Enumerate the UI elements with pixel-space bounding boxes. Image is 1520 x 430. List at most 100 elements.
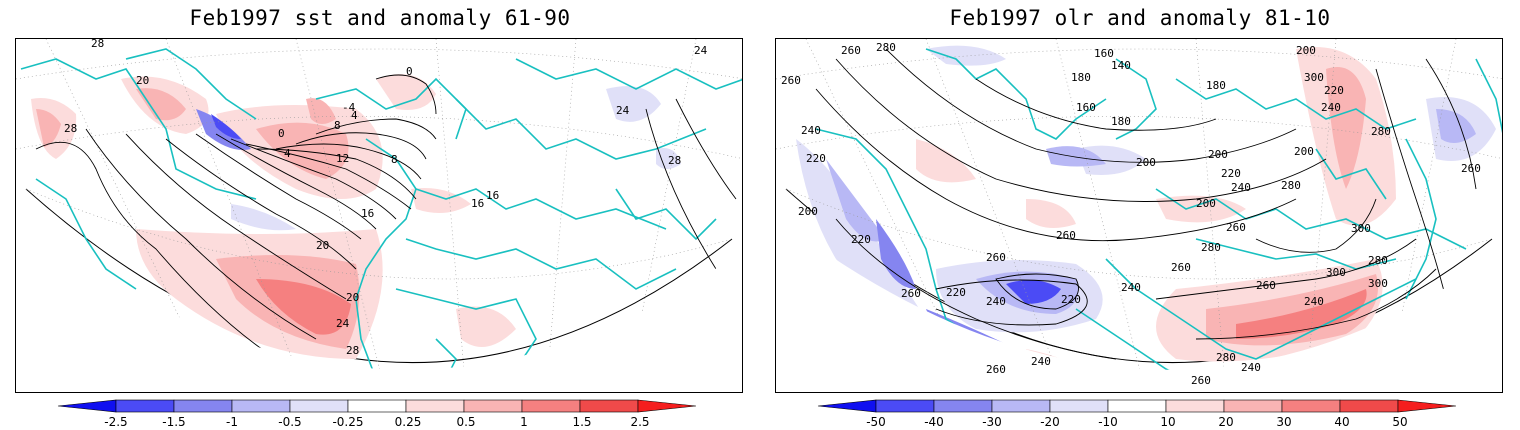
contour-label: 260 — [986, 251, 1006, 264]
contour-label: 12 — [336, 152, 349, 165]
contour-label: 8 — [391, 153, 398, 166]
olr-map-panel: 280 260 260 200 160 140 180 180 160 180 … — [775, 38, 1503, 393]
colorbar-tick: -40 — [924, 415, 944, 429]
colorbar-swatch — [817, 399, 877, 413]
contour-label: -4 — [342, 101, 356, 114]
contour-label: 200 — [1208, 148, 1228, 161]
contour-label: 20 — [316, 239, 329, 252]
contour-label: 20 — [136, 74, 149, 87]
contour-label: 180 — [1206, 79, 1226, 92]
contour-label: 260 — [1226, 221, 1246, 234]
colorbar-swatch — [1165, 399, 1225, 413]
contour-label: 240 — [801, 124, 821, 137]
contour-label: 16 — [471, 197, 484, 210]
colorbar-tick: -50 — [866, 415, 886, 429]
colorbar-swatch — [933, 399, 993, 413]
contour-label: 280 — [1371, 125, 1391, 138]
colorbar-swatch — [637, 399, 697, 413]
sst-map-panel: 28 28 28 24 24 20 20 20 16 16 16 12 8 8 … — [15, 38, 743, 393]
colorbar-swatch — [347, 399, 407, 413]
colorbar-tick: 0.5 — [456, 415, 475, 429]
colorbar-tick: 1 — [520, 415, 528, 429]
colorbar-tick: -10 — [1098, 415, 1118, 429]
sst-colorbar: -2.5 -1.5 -1 -0.5 -0.25 0.25 0.5 1 1.5 2… — [57, 396, 703, 430]
contour-label: 260 — [986, 363, 1006, 376]
contour-label: 20 — [346, 291, 359, 304]
contour-label: 240 — [1121, 281, 1141, 294]
colorbar-tick: 1.5 — [572, 415, 591, 429]
colorbar-tick: -0.25 — [332, 415, 363, 429]
right-map-title: Feb1997 olr and anomaly 81-10 — [949, 6, 1331, 30]
contour-label: 180 — [1111, 115, 1131, 128]
contour-label: 260 — [1461, 162, 1481, 175]
contour-label: 300 — [1368, 277, 1388, 290]
contour-label: 220 — [946, 286, 966, 299]
colorbar-tick: -1 — [226, 415, 238, 429]
colorbar-tick: -0.5 — [278, 415, 301, 429]
contour-label: 260 — [1056, 229, 1076, 242]
sst-map: 28 28 28 24 24 20 20 20 16 16 16 12 8 8 … — [16, 39, 742, 370]
sst-colorbar-svg: -2.5 -1.5 -1 -0.5 -0.25 0.25 0.5 1 1.5 2… — [57, 399, 697, 429]
olr-map: 280 260 260 200 160 140 180 180 160 180 … — [776, 39, 1502, 387]
contour-label: 300 — [1304, 71, 1324, 84]
contour-label: 16 — [361, 207, 374, 220]
contour-label: 240 — [1241, 361, 1261, 374]
olr-colorbar-svg: -50 -40 -30 -20 -10 10 20 30 40 50 — [817, 399, 1457, 429]
contour-label: 300 — [1351, 222, 1371, 235]
contour-label: 220 — [806, 152, 826, 165]
left-map-title: Feb1997 sst and anomaly 61-90 — [189, 6, 571, 30]
contour-label: 4 — [351, 109, 358, 122]
contour-label: 0 — [278, 127, 285, 140]
contour-label: 280 — [1216, 351, 1236, 364]
olr-contours — [815, 48, 1477, 360]
contour-label: 280 — [1281, 179, 1301, 192]
colorbar-swatch — [115, 399, 175, 413]
contour-label: 220 — [851, 233, 871, 246]
anomaly-shading — [31, 74, 681, 359]
contour-label: 240 — [1031, 355, 1051, 368]
colorbar-swatch — [579, 399, 639, 413]
colorbar-swatch — [57, 399, 117, 413]
contour-label: 240 — [1304, 295, 1324, 308]
contour-label: 200 — [798, 205, 818, 218]
colorbar-tick: -2.5 — [104, 415, 127, 429]
contour-label: 260 — [781, 74, 801, 87]
contour-label: 160 — [1094, 47, 1114, 60]
contour-label: 280 — [1368, 254, 1388, 267]
graticule — [776, 39, 1502, 370]
contour-label: 200 — [1296, 44, 1316, 57]
contour-label: 240 — [1321, 101, 1341, 114]
contour-labels: 280 260 260 200 160 140 180 180 160 180 … — [781, 41, 1481, 387]
colorbar-swatch — [991, 399, 1051, 413]
contour-label: 24 — [616, 104, 630, 117]
contour-label: 28 — [668, 154, 681, 167]
hemisphere-boundary — [25, 188, 733, 364]
contour-label: 24 — [336, 317, 350, 330]
contour-label: 200 — [1196, 197, 1216, 210]
colorbar-tick: -30 — [982, 415, 1002, 429]
contour-label: 240 — [1231, 181, 1251, 194]
contour-label: 16 — [486, 189, 499, 202]
colorbar-swatch — [231, 399, 291, 413]
sst-contours — [35, 74, 737, 360]
colorbar-tick: 40 — [1334, 415, 1349, 429]
colorbar-swatch — [173, 399, 233, 413]
contour-label: 8 — [334, 119, 341, 132]
contour-label: 280 — [1201, 241, 1221, 254]
colorbar-tick: 30 — [1276, 415, 1291, 429]
contour-label: 24 — [694, 44, 708, 57]
contour-label: 220 — [1324, 84, 1344, 97]
contour-label: 200 — [1136, 156, 1156, 169]
contour-label: 260 — [1256, 279, 1276, 292]
graticule — [16, 39, 742, 370]
contour-label: 28 — [91, 39, 104, 50]
contour-label: 140 — [1111, 59, 1131, 72]
colorbar-swatch — [405, 399, 465, 413]
contour-label: 160 — [1076, 101, 1096, 114]
contour-label: 28 — [64, 122, 77, 135]
colorbar-swatch — [1049, 399, 1109, 413]
colorbar-swatch — [1223, 399, 1283, 413]
contour-label: 260 — [841, 44, 861, 57]
contour-label: 220 — [1061, 293, 1081, 306]
colorbar-swatch — [289, 399, 349, 413]
